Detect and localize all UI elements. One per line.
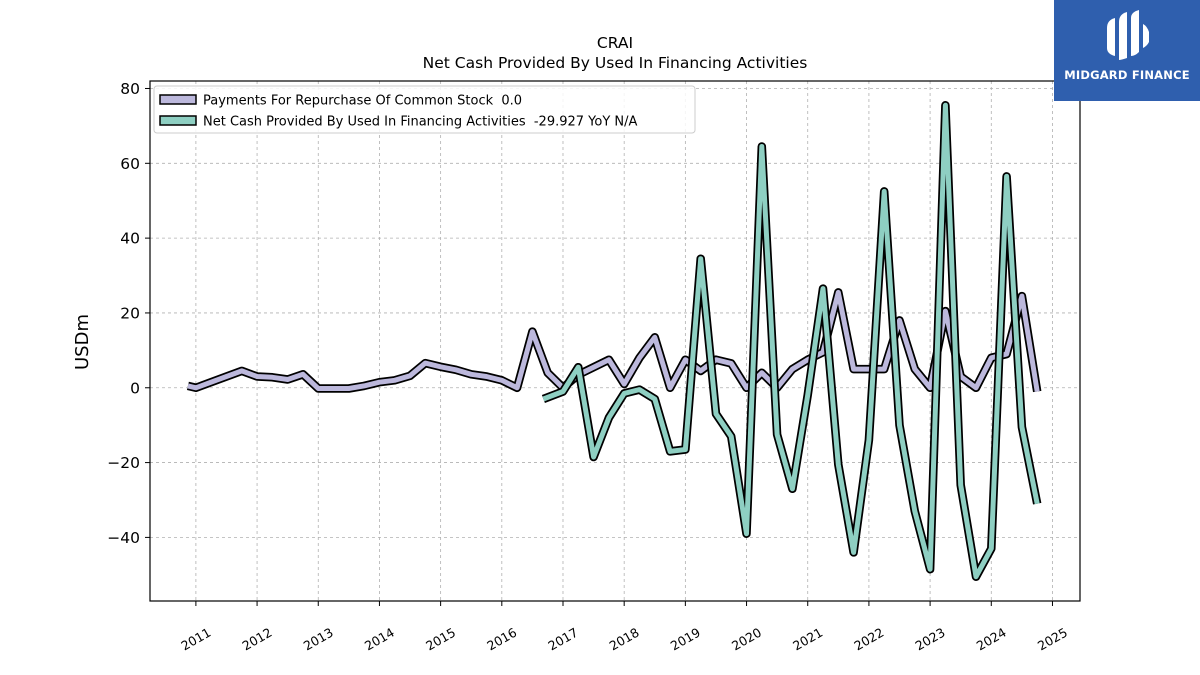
y-tick-label: 80 <box>120 80 140 98</box>
legend-label-repurchase: Payments For Repurchase Of Common Stock … <box>203 94 522 109</box>
series-line-financing <box>541 101 1042 581</box>
brand-name: MIDGARD FINANCE <box>1064 68 1190 82</box>
legend: Payments For Repurchase Of Common Stock … <box>153 85 696 134</box>
y-tick-label: 0 <box>130 379 140 397</box>
y-tick-label: 20 <box>120 304 140 322</box>
y-tick-label: −20 <box>107 454 140 472</box>
y-tick-label: 40 <box>120 230 140 248</box>
x-tick-label: 2014 <box>362 625 397 654</box>
x-tick-label: 2025 <box>1035 625 1070 654</box>
y-axis: −40 −20 0 20 40 60 80 <box>107 80 150 547</box>
x-tick-label: 2018 <box>607 625 642 654</box>
x-tick-label: 2019 <box>668 625 703 654</box>
x-tick-label: 2012 <box>240 625 275 654</box>
series-line-repurchase <box>186 288 1042 393</box>
x-tick-label: 2021 <box>790 625 825 654</box>
brand-logo: MIDGARD FINANCE <box>1054 0 1200 101</box>
x-tick-label: 2013 <box>301 625 336 654</box>
legend-label-financing: Net Cash Provided By Used In Financing A… <box>203 115 638 130</box>
x-tick-label: 2023 <box>913 625 948 654</box>
series-layer <box>186 101 1042 581</box>
legend-swatch-repurchase <box>159 94 197 105</box>
legend-swatch-financing <box>159 115 197 126</box>
x-tick-label: 2022 <box>851 625 886 654</box>
x-axis: 2011 2012 2013 2014 2015 2016 2017 2018 2019 2020… <box>178 601 1070 654</box>
y-tick-label: 60 <box>120 155 140 173</box>
x-tick-label: 2017 <box>545 625 580 654</box>
y-axis-label: USDm <box>72 314 93 370</box>
x-tick-label: 2015 <box>423 625 458 654</box>
x-tick-label: 2011 <box>178 625 213 654</box>
midgard-logo-icon <box>1107 10 1149 60</box>
legend-box <box>153 85 696 134</box>
y-tick-label: −40 <box>107 529 140 547</box>
series-outline <box>186 288 1042 393</box>
chart-subtitle: Net Cash Provided By Used In Financing A… <box>423 54 808 72</box>
x-tick-label: 2020 <box>729 625 764 654</box>
series-fill-line <box>542 102 1040 580</box>
plot-area-frame <box>149 80 1081 602</box>
chart-title: CRAI <box>597 34 633 52</box>
x-tick-label: 2024 <box>974 625 1009 654</box>
x-tick-label: 2016 <box>484 625 519 654</box>
